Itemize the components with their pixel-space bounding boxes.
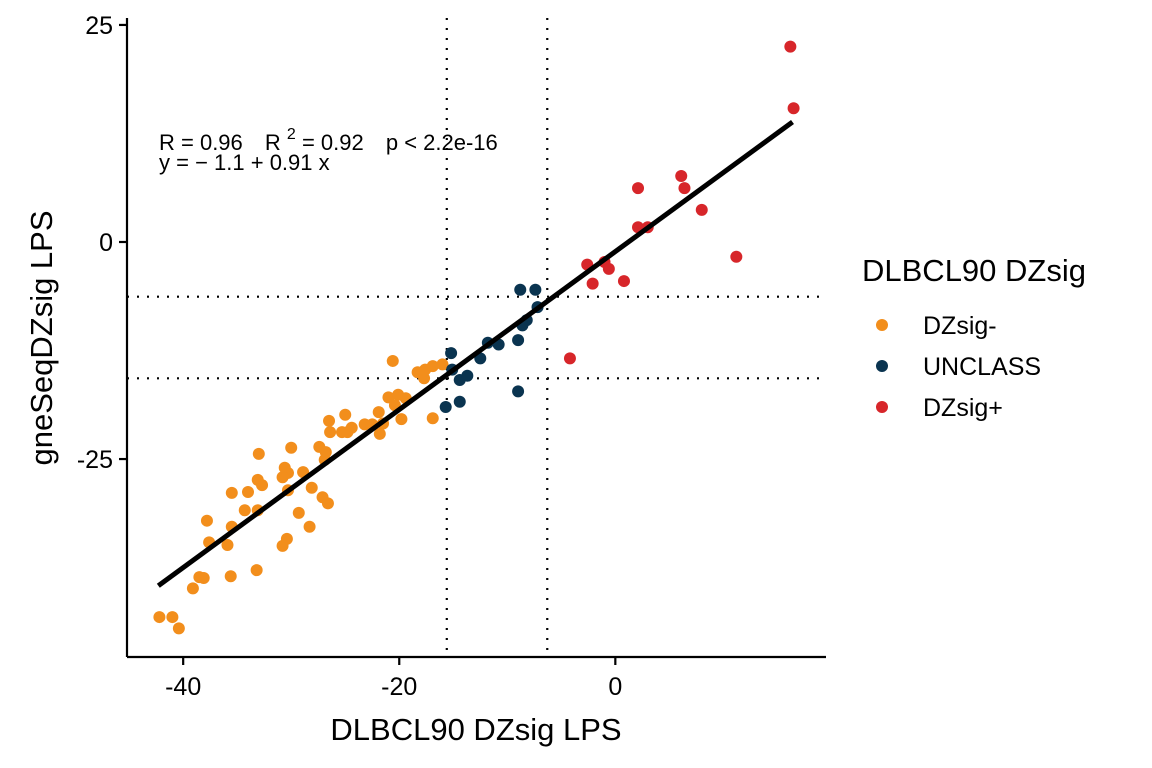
data-point (292, 506, 305, 519)
data-point (418, 372, 431, 385)
correlation-annotation: R = 0.96 R 2 = 0.92 p < 2.2e-16 y = − 1.… (159, 119, 498, 175)
data-point (276, 539, 289, 552)
data-point (341, 426, 354, 439)
annotation-r: R = 0.96 (159, 130, 243, 155)
data-point (166, 611, 179, 624)
series-UNCLASS (439, 283, 544, 413)
data-point (529, 283, 542, 296)
data-point (678, 182, 691, 195)
legend-items: DZsig- UNCLASS DZsig+ (876, 312, 1041, 422)
legend-label: DZsig+ (923, 394, 1003, 422)
annotation-p: p < 2.2e-16 (386, 130, 498, 155)
data-point (197, 571, 210, 584)
data-point (225, 486, 238, 499)
data-point (285, 441, 298, 454)
data-point (238, 504, 251, 517)
data-point (305, 481, 318, 494)
data-point (787, 102, 800, 115)
data-point (372, 406, 385, 419)
data-point (426, 360, 439, 373)
data-point (251, 473, 264, 486)
data-point (439, 400, 452, 413)
data-point (153, 611, 166, 624)
annotation-r2-prefix: R (265, 130, 281, 155)
data-point (514, 283, 527, 296)
y-tick-label: -25 (77, 446, 113, 474)
data-point (303, 520, 316, 533)
legend-label: DZsig- (923, 312, 997, 340)
data-point (632, 182, 645, 195)
annotation-line1: R = 0.96 R 2 = 0.92 p < 2.2e-16 (159, 119, 498, 155)
x-tick-label: 0 (608, 673, 622, 701)
legend-key (876, 319, 888, 331)
data-point (695, 203, 708, 216)
data-point (730, 250, 743, 263)
data-point (323, 414, 336, 427)
data-point (200, 514, 213, 527)
regression-layer (156, 119, 794, 588)
data-point (784, 40, 797, 53)
data-point (563, 352, 576, 365)
y-tick-label: 0 (99, 229, 113, 257)
data-point (461, 369, 474, 382)
data-point (224, 570, 237, 583)
x-tick-label: -40 (165, 673, 201, 701)
reference-lines (127, 18, 826, 657)
data-point (186, 582, 199, 595)
data-point (453, 395, 466, 408)
data-point (321, 497, 334, 510)
legend: DLBCL90 DZsig DZsig- UNCLASS DZsig+ (862, 253, 1086, 422)
legend-label: UNCLASS (923, 353, 1041, 381)
data-point (512, 334, 525, 347)
data-point (324, 426, 337, 439)
data-point (617, 275, 630, 288)
data-point (172, 622, 185, 635)
data-point (602, 262, 615, 275)
legend-key (876, 401, 888, 413)
x-tick-label: -20 (381, 673, 417, 701)
data-point (252, 447, 265, 460)
data-point (276, 471, 289, 484)
data-point (386, 354, 399, 367)
data-point (675, 170, 688, 183)
legend-key (876, 360, 888, 372)
legend-title: DLBCL90 DZsig (862, 253, 1086, 288)
data-point (339, 408, 352, 421)
y-axis-title: gneSeqDZsig LPS (24, 210, 59, 465)
y-ticks: 25 0 -25 (77, 12, 127, 474)
series-DZsig- (153, 354, 449, 635)
data-point (221, 539, 234, 552)
data-point (436, 358, 449, 371)
axes: -40 -20 0 25 0 -25 (77, 12, 826, 701)
x-ticks: -40 -20 0 (165, 657, 622, 701)
data-point (395, 413, 408, 426)
annotation-r2-sup: 2 (287, 126, 296, 143)
annotation-line2: y = − 1.1 + 0.91 x (159, 150, 330, 175)
x-axis-title: DLBCL90 DZsig LPS (330, 712, 621, 747)
data-point (512, 385, 525, 398)
regression-line (156, 119, 794, 588)
data-point (373, 427, 386, 440)
data-point (445, 347, 458, 360)
data-point (250, 564, 263, 577)
data-point (426, 412, 439, 425)
data-point (586, 277, 599, 290)
annotation-r2-value: = 0.92 (302, 130, 364, 155)
y-tick-label: 25 (85, 12, 113, 40)
data-point (242, 486, 255, 499)
